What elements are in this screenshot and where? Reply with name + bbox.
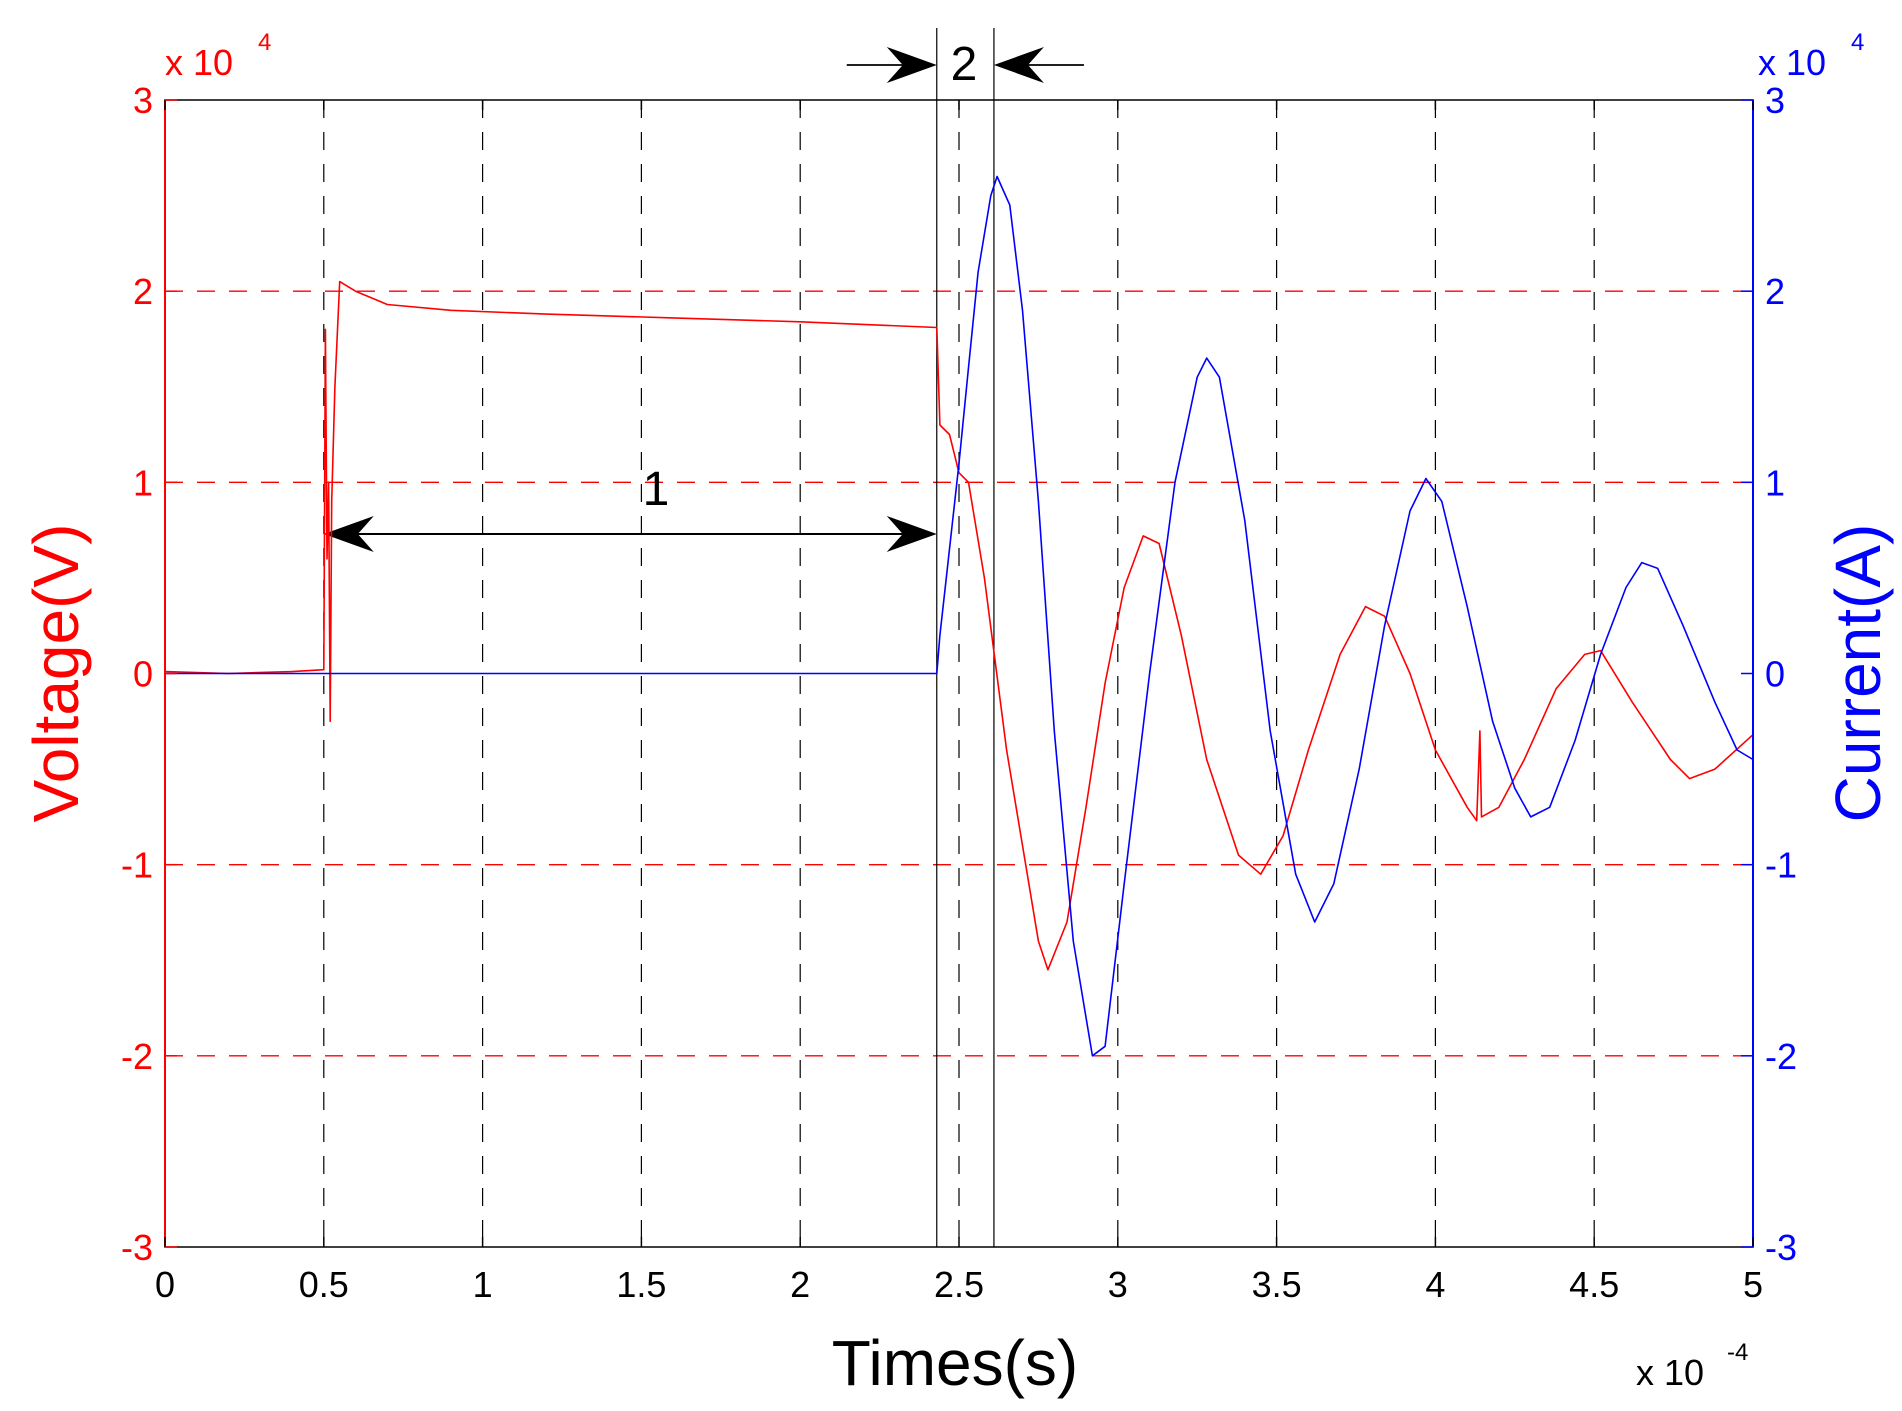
arrow-2-head-left — [886, 47, 937, 83]
y1-tick-label: 0 — [133, 654, 153, 695]
x-tick-label: 2 — [790, 1264, 810, 1305]
y1-tick-label: -2 — [121, 1036, 153, 1077]
x-axis-title: Times(s) — [832, 1327, 1078, 1399]
annotation-label-2: 2 — [951, 38, 978, 91]
x-multiplier-exponent: -4 — [1727, 1339, 1748, 1366]
grid-lines — [165, 100, 1753, 1247]
arrow-1-head-right — [886, 515, 937, 552]
y1-tick-label: -3 — [121, 1227, 153, 1268]
y2-tick-label: -2 — [1765, 1036, 1797, 1077]
x-tick-label: 0.5 — [299, 1264, 349, 1305]
y2-tick-label: -3 — [1765, 1227, 1797, 1268]
x-tick-label: 1 — [473, 1264, 493, 1305]
y2-multiplier: x 10 — [1758, 42, 1826, 83]
x-tick-label: 3 — [1108, 1264, 1128, 1305]
y1-multiplier-exponent: 4 — [258, 29, 271, 56]
x-tick-label: 5 — [1743, 1264, 1763, 1305]
y2-tick-label: -1 — [1765, 845, 1797, 886]
y1-axis-title: Voltage(V) — [20, 524, 92, 823]
x-multiplier: x 10 — [1636, 1352, 1704, 1393]
y1-tick-label: -1 — [121, 845, 153, 886]
annotation-label-1: 1 — [643, 463, 670, 516]
x-tick-label: 1.5 — [616, 1264, 666, 1305]
arrow-1-head-left — [323, 515, 374, 552]
x-tick-label: 4.5 — [1569, 1264, 1619, 1305]
y2-axis-title: Current(A) — [1822, 524, 1894, 823]
data-series — [164, 175, 1754, 1057]
y2-tick-label: 2 — [1765, 271, 1785, 312]
y1-multiplier: x 10 — [165, 42, 233, 83]
current-series-line — [165, 175, 1754, 1057]
y2-tick-label: 0 — [1765, 654, 1785, 695]
y2-tick-label: 3 — [1765, 80, 1785, 121]
x-tick-label: 3.5 — [1252, 1264, 1302, 1305]
x-tick-label: 0 — [155, 1264, 175, 1305]
y1-tick-label: 1 — [133, 462, 153, 503]
x-tick-label: 4 — [1425, 1264, 1445, 1305]
y1-tick-label: 3 — [133, 80, 153, 121]
x-tick-label: 2.5 — [934, 1264, 984, 1305]
axis-ticks: 0 0.5 1 1.5 2 2.5 3 3.5 4 4.5 5-3 -3-2 -2-1 -10 01 12 23… — [121, 80, 1797, 1305]
annotation-markers — [323, 28, 1084, 1247]
y2-tick-label: 1 — [1765, 462, 1785, 503]
voltage-series-line — [164, 280, 1754, 971]
arrow-2-head-right — [993, 47, 1044, 83]
y1-tick-label: 2 — [133, 271, 153, 312]
y2-multiplier-exponent: 4 — [1851, 29, 1864, 56]
